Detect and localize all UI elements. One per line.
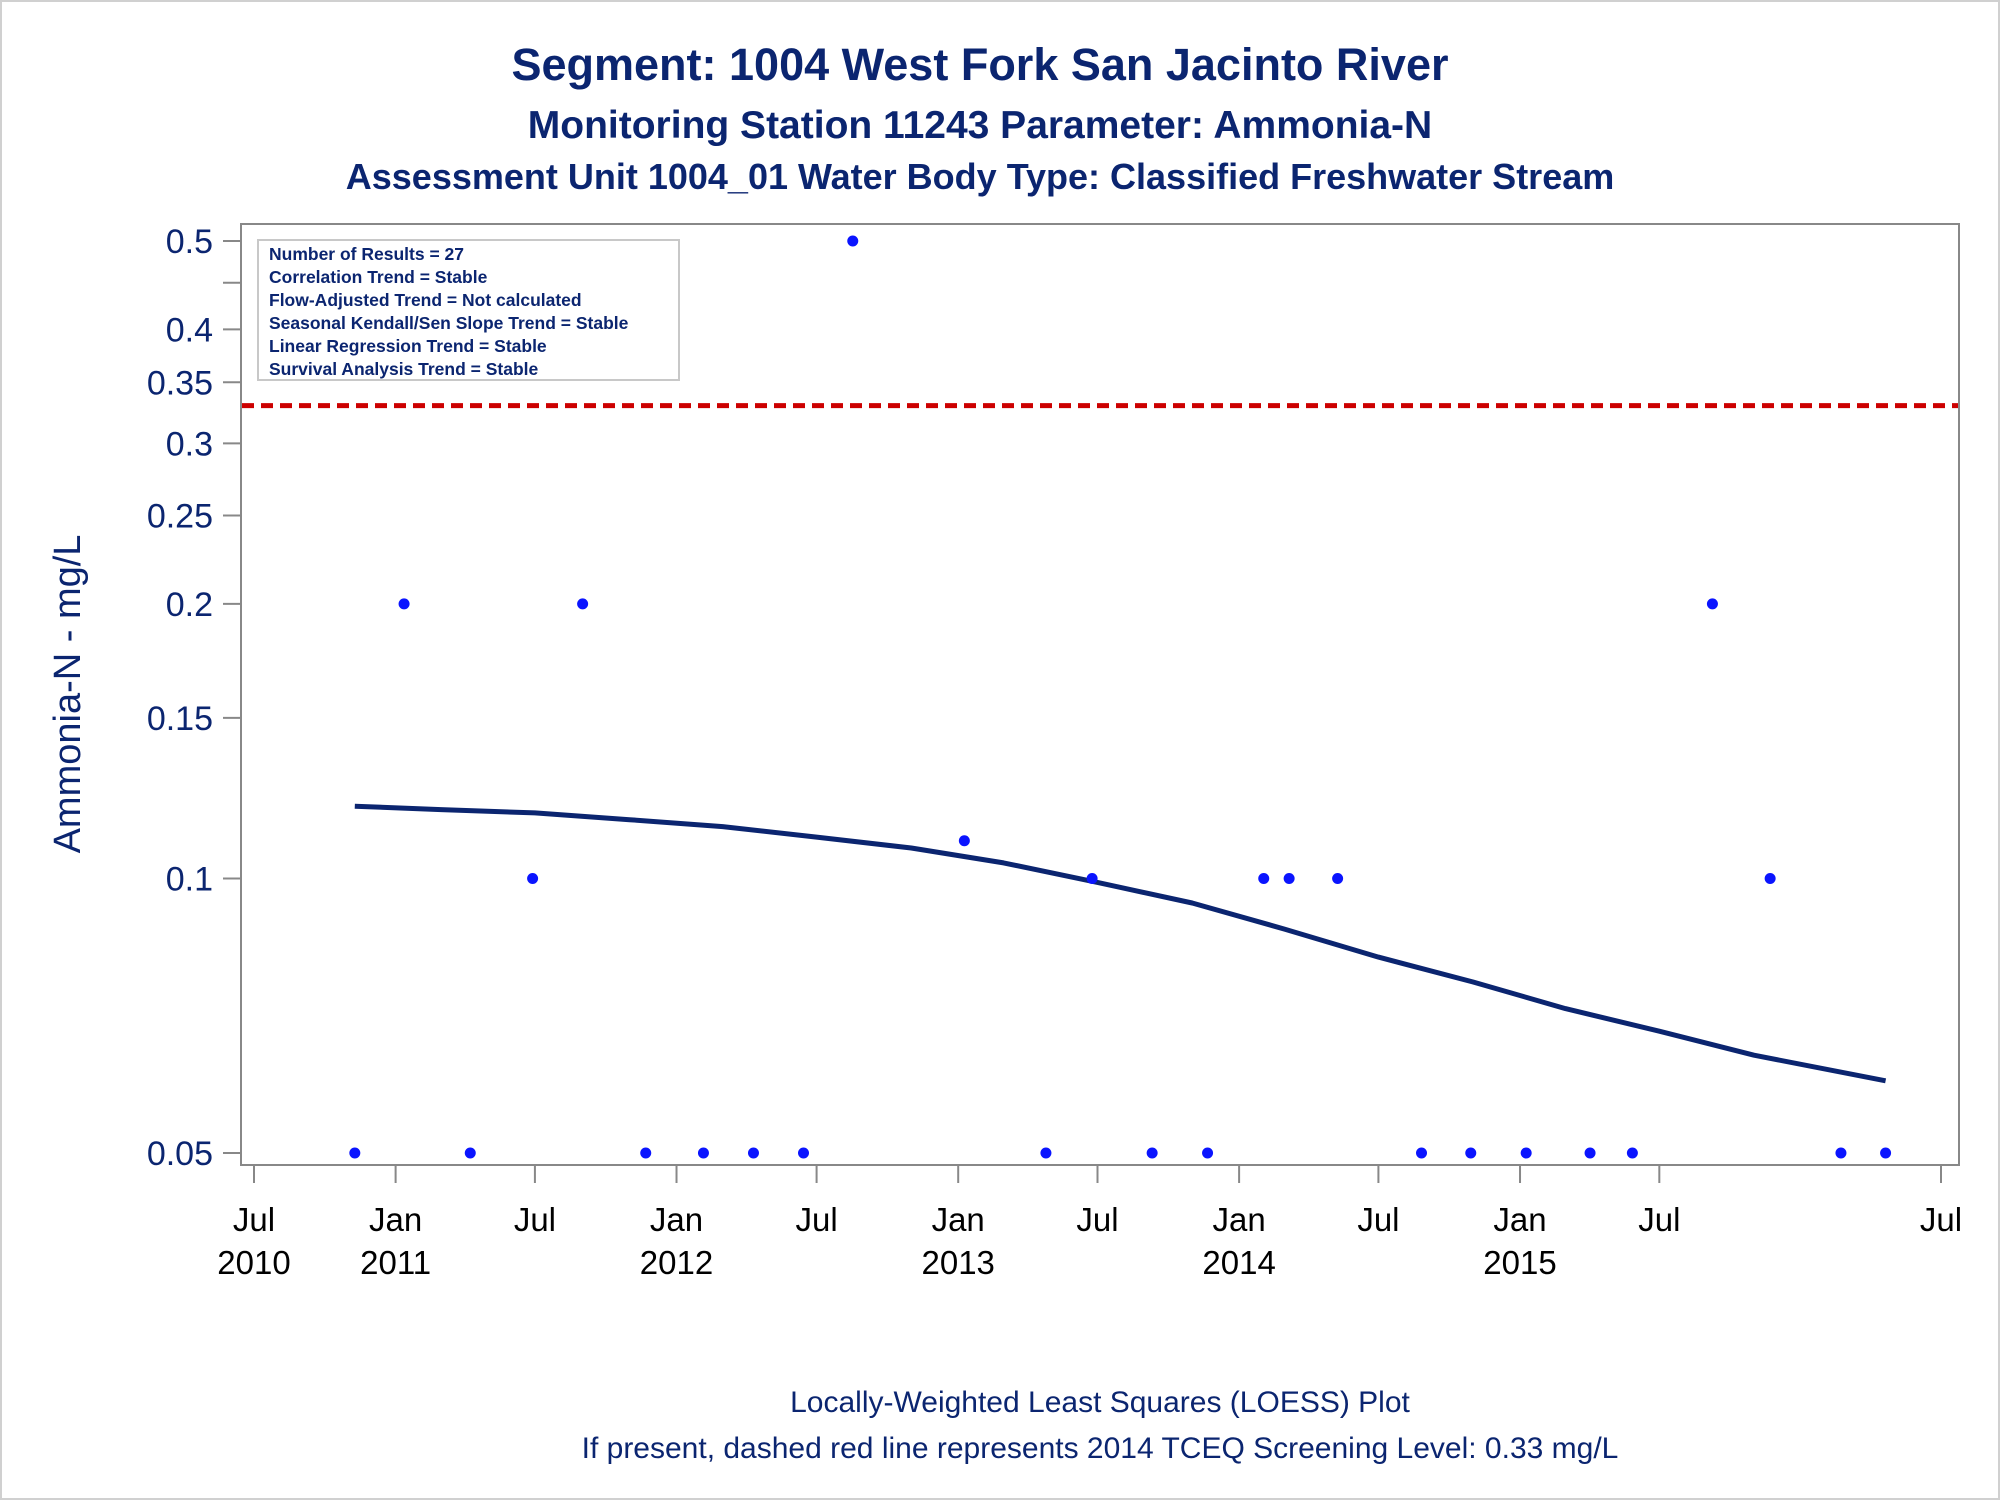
x-tick-label-year: 2011 — [360, 1244, 431, 1281]
x-tick-label-month: Jul — [1638, 1201, 1680, 1238]
data-point — [1880, 1147, 1892, 1159]
x-tick-label-month: Jan — [1493, 1201, 1546, 1238]
info-number-of-results: Number of Results = 27 — [269, 244, 464, 264]
x-tick-label-month: Jan — [369, 1201, 422, 1238]
chart-subtitle: Monitoring Station 11243 Parameter: Ammo… — [528, 104, 1432, 147]
chart-title: Segment: 1004 West Fork San Jacinto Rive… — [511, 39, 1448, 90]
y-axis-label: Ammonia-N - mg/L — [47, 535, 89, 854]
data-point — [1835, 1147, 1847, 1159]
data-point — [1520, 1147, 1532, 1159]
data-point — [1086, 872, 1098, 884]
x-tick-label-month: Jan — [650, 1201, 703, 1238]
y-tick-label: 0.2 — [166, 586, 213, 624]
y-tick-label: 0.1 — [166, 860, 213, 898]
data-point — [847, 235, 859, 247]
x-tick-label-year: 2014 — [1202, 1244, 1275, 1281]
loess-curve — [354, 803, 1887, 1084]
x-tick-label-month: Jul — [1357, 1201, 1399, 1238]
data-point — [1706, 598, 1718, 610]
x-tick-label-month: Jul — [1920, 1201, 1962, 1238]
y-tick-label: 0.15 — [147, 700, 213, 738]
data-point — [1202, 1147, 1214, 1159]
y-tick-label: 0.4 — [166, 311, 213, 349]
data-point — [349, 1147, 361, 1159]
data-point — [747, 1147, 759, 1159]
info-seasonal-kendall-trend: Seasonal Kendall/Sen Slope Trend = Stabl… — [269, 313, 629, 333]
info-correlation-trend: Correlation Trend = Stable — [269, 267, 488, 287]
chart-subtitle-2: Assessment Unit 1004_01 Water Body Type:… — [346, 156, 1615, 197]
y-tick-label: 0.5 — [166, 223, 213, 261]
data-point — [577, 598, 589, 610]
data-point — [1283, 872, 1295, 884]
x-tick-label-year: 2012 — [640, 1244, 713, 1281]
x-tick-label-year: 2013 — [921, 1244, 994, 1281]
x-tick-label-month: Jul — [795, 1201, 837, 1238]
info-box-frame — [257, 239, 680, 381]
data-point — [640, 1147, 652, 1159]
data-point — [1764, 872, 1776, 884]
x-tick-label-month: Jul — [514, 1201, 556, 1238]
data-point — [398, 598, 410, 610]
x-tick-label-year: 2010 — [217, 1244, 290, 1281]
data-point — [1584, 1147, 1596, 1159]
data-point — [464, 1147, 476, 1159]
x-tick-label-month: Jan — [932, 1201, 985, 1238]
info-box: Number of Results = 27 Correlation Trend… — [257, 239, 680, 381]
info-survival-analysis-trend: Survival Analysis Trend = Stable — [269, 359, 539, 379]
data-point — [1040, 1147, 1052, 1159]
y-tick-label: 0.05 — [147, 1135, 213, 1173]
x-tick-label-year: 2015 — [1483, 1244, 1556, 1281]
x-tick-label-month: Jan — [1213, 1201, 1266, 1238]
data-point — [527, 872, 539, 884]
data-point — [1258, 872, 1270, 884]
y-tick-label: 0.35 — [147, 364, 213, 402]
footnote-screening-level: If present, dashed red line represents 2… — [582, 1432, 1619, 1465]
footnote-loess: Locally-Weighted Least Squares (LOESS) P… — [790, 1386, 1410, 1419]
data-point — [798, 1147, 810, 1159]
info-flow-adjusted-trend: Flow-Adjusted Trend = Not calculated — [269, 290, 582, 310]
data-point — [1332, 872, 1344, 884]
plot-area — [240, 223, 1960, 1166]
data-point — [1626, 1147, 1638, 1159]
x-tick-label-month: Jul — [233, 1201, 275, 1238]
x-tick-label-month: Jul — [1076, 1201, 1118, 1238]
data-point — [1465, 1147, 1477, 1159]
data-point — [697, 1147, 709, 1159]
data-point — [1416, 1147, 1428, 1159]
y-tick-label: 0.3 — [166, 425, 213, 463]
data-point — [958, 835, 970, 847]
data-point — [1146, 1147, 1158, 1159]
info-linear-regression-trend: Linear Regression Trend = Stable — [269, 336, 547, 356]
y-tick-label: 0.25 — [147, 498, 213, 536]
